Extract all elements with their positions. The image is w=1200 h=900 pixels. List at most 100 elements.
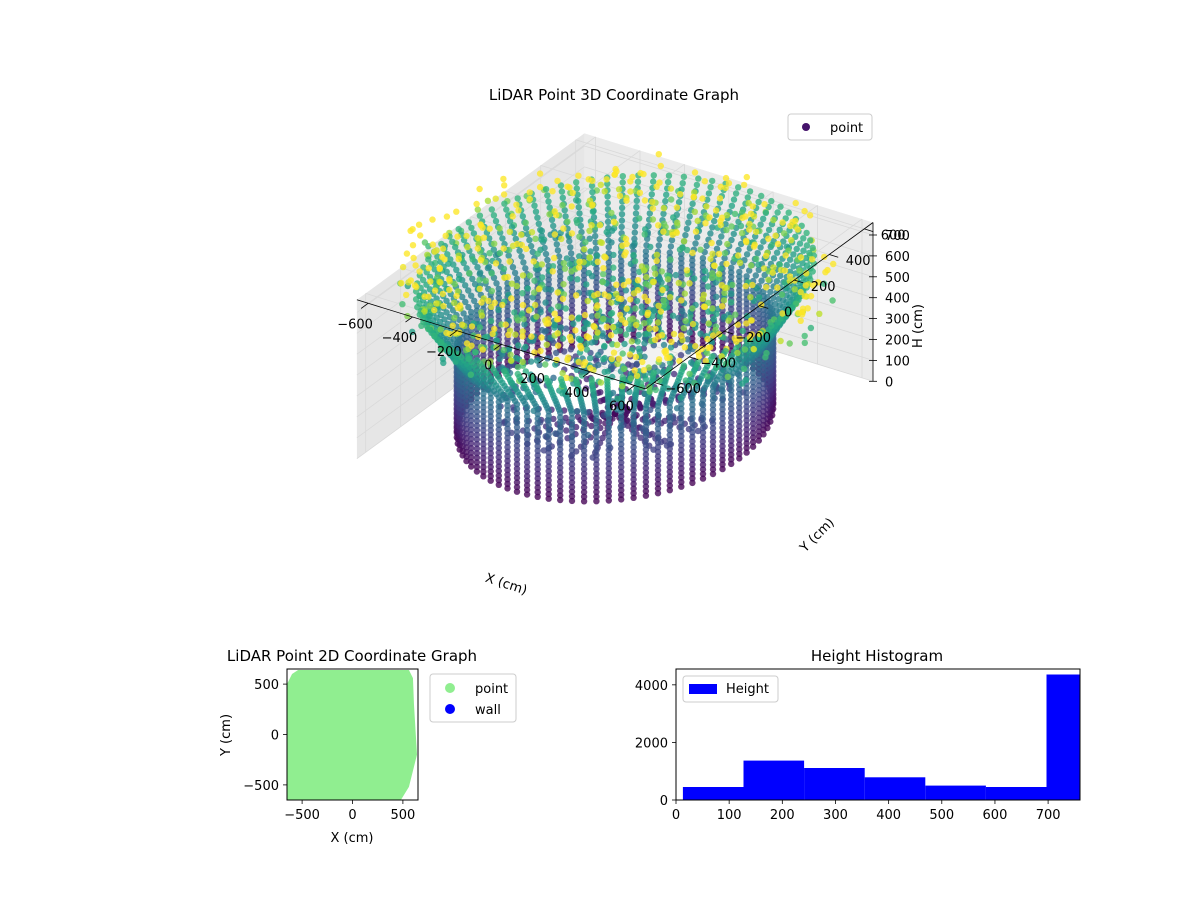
plot3d-point <box>689 294 696 301</box>
plot3d-point <box>471 297 478 304</box>
plot3d-point <box>688 359 695 366</box>
plot3d-point <box>802 282 809 289</box>
plot3d-point <box>473 445 481 452</box>
plot3d-point <box>749 438 757 446</box>
plot3d-point <box>468 417 475 424</box>
plot3d-point <box>504 466 511 474</box>
plot3d-point <box>790 251 797 258</box>
plot3d-point <box>589 201 596 208</box>
plot3d-point <box>666 323 673 330</box>
plot3d-legend: point <box>787 113 873 141</box>
plot3d-point <box>429 241 436 248</box>
plot3d-point <box>719 429 726 436</box>
plot3d-point <box>557 441 564 448</box>
plot3d-point <box>704 283 712 290</box>
plot3d-point <box>495 426 502 433</box>
plot3d-point <box>653 183 660 190</box>
plot3d-point <box>642 478 650 486</box>
plot3d-point <box>476 324 484 331</box>
plot3d-point <box>642 428 650 435</box>
plot3d-point <box>426 273 434 281</box>
plot3d-point <box>601 291 608 298</box>
plot3d-point <box>446 286 453 293</box>
plot3d-point <box>513 405 521 413</box>
plot3d-point <box>444 251 451 258</box>
plot3d-point <box>480 445 487 452</box>
plot3d-point <box>631 235 638 243</box>
plot3d-point <box>689 305 696 312</box>
plot3d-point <box>495 454 502 461</box>
plot3d-point <box>529 248 536 256</box>
plot3d-point <box>803 270 810 277</box>
plot3d-point <box>438 339 445 346</box>
plot3d-x-tick-label: 400 <box>565 386 590 401</box>
plot3d-point <box>725 317 732 324</box>
plot2d-title: LiDAR Point 2D Coordinate Graph <box>227 647 477 665</box>
plot3d-point <box>568 306 576 314</box>
plot3d-point <box>627 296 634 303</box>
plot3d-legend-marker <box>802 123 810 131</box>
plot3d-point <box>630 471 637 478</box>
plot3d-point <box>480 431 487 439</box>
plot3d-z-tick-label: 700 <box>885 229 910 244</box>
plot3d-point <box>576 233 583 240</box>
plot3d-point <box>480 450 487 457</box>
plot3d-point <box>593 442 600 450</box>
plot2d-x-tick-label: −500 <box>284 808 320 823</box>
plot3d-point <box>463 407 470 414</box>
plot3d-point <box>583 333 590 340</box>
plot3d-point <box>699 420 707 427</box>
plot3d-point <box>473 427 481 434</box>
plot3d-z-tick-label: 400 <box>885 292 910 307</box>
plot3d-point <box>593 433 600 440</box>
plot3d-point <box>711 262 718 269</box>
plot3d-point <box>534 424 541 431</box>
plot3d-point <box>678 414 685 421</box>
plot3d-point <box>534 493 541 500</box>
plot3d-point <box>487 445 494 452</box>
plot3d-point <box>480 417 487 425</box>
plot3d-point <box>439 290 446 298</box>
plot3d-point <box>489 330 496 338</box>
plot3d-point <box>640 267 648 274</box>
plot3d-point <box>689 438 696 445</box>
plot3d-point <box>463 430 470 437</box>
plot3d-point <box>655 222 662 229</box>
plot3d-point <box>581 311 589 319</box>
plot3d-point <box>518 231 525 238</box>
plot3d-point <box>474 206 481 213</box>
plot3d-point <box>413 283 420 291</box>
plot3d-y-tick-label: −600 <box>665 382 701 397</box>
plot3d-point <box>625 278 632 285</box>
plot3d-point <box>463 416 470 423</box>
plot3d-point <box>699 323 707 331</box>
plot3d-point <box>656 377 663 384</box>
plot3d-point <box>736 300 743 308</box>
plot3d-point <box>412 262 419 269</box>
plot3d-point <box>719 447 726 454</box>
plot3d-point <box>545 477 552 484</box>
plot3d-point <box>593 479 600 486</box>
plot3d-point <box>462 282 469 289</box>
plot3d-point <box>600 356 607 363</box>
plot3d-point <box>660 302 667 309</box>
plot3d-point <box>480 234 488 241</box>
plot3d-point <box>656 313 663 320</box>
plot2d-xlabel: X (cm) <box>331 831 374 846</box>
plot3d-point <box>523 486 531 494</box>
plot3d-point <box>707 255 714 263</box>
plot3d-point <box>466 270 473 277</box>
plot3d-point <box>588 182 596 190</box>
plot3d-point <box>523 408 531 415</box>
plot3d-point <box>649 312 656 320</box>
plot3d-point <box>538 227 546 235</box>
plot3d-point <box>492 195 499 202</box>
plot3d-point <box>699 411 707 418</box>
plot3d-title: LiDAR Point 3D Coordinate Graph <box>489 86 739 104</box>
plot3d-point <box>630 331 637 338</box>
plot3d-point <box>709 270 716 277</box>
plot3d-point <box>654 457 662 465</box>
plot3d-point <box>586 227 593 234</box>
plot3d-point <box>534 489 541 496</box>
